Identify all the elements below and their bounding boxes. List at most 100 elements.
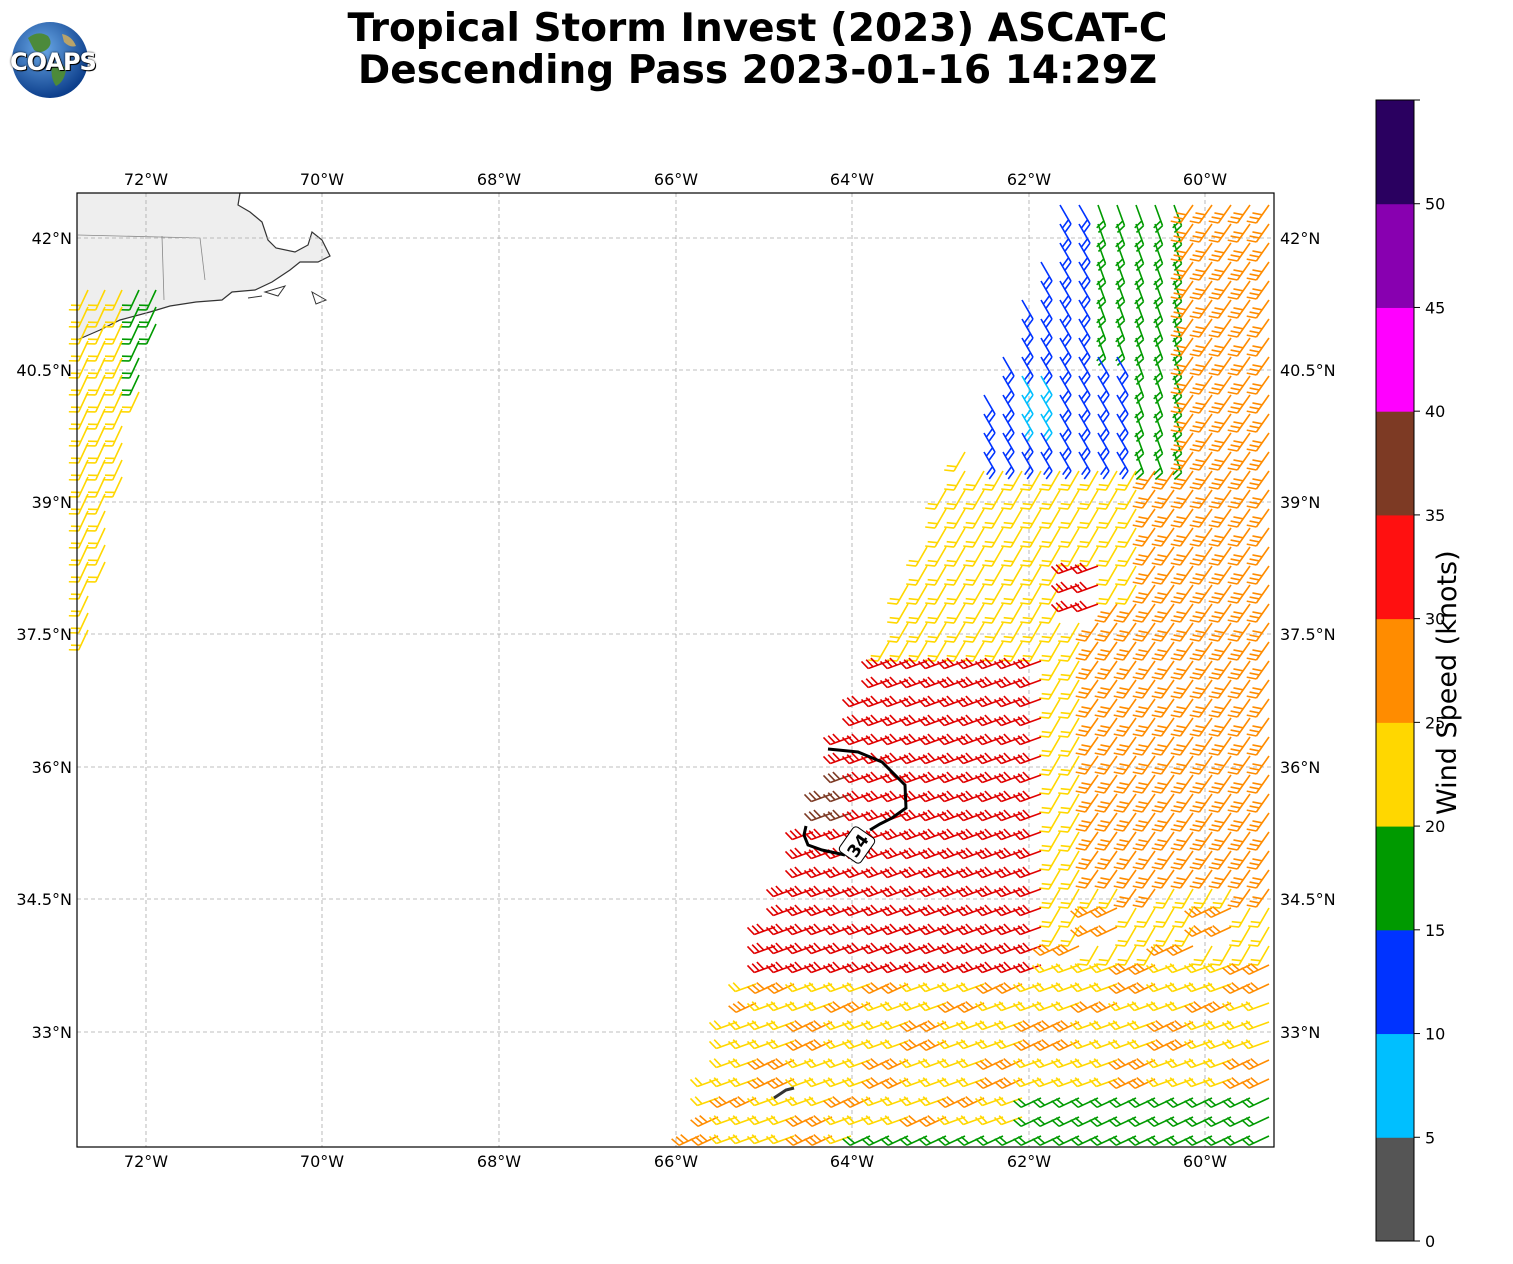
wind-barb [1132,660,1156,680]
wind-barb [1132,489,1156,509]
wind-barb [1012,790,1042,803]
wind-barb [1132,812,1156,832]
wind-barb [766,982,795,995]
wind-barb [974,657,1004,670]
wind-barb [936,790,966,803]
wind-barb [993,714,1023,727]
wind-barb [1058,470,1080,491]
wind-barb [1012,695,1042,708]
wind-barb [917,752,947,765]
wind-barb [1113,679,1137,699]
wind-barb [803,1058,833,1069]
wind-barb [1151,489,1175,509]
colorbar-segment [1376,203,1414,308]
wind-barb [1002,413,1015,442]
colorbar-tick-label: 35 [1425,506,1445,525]
colorbar-tick-label: 0 [1425,1232,1435,1251]
wind-barb [860,904,890,917]
colorbar-tick-label: 30 [1425,610,1445,629]
wind-barb [1115,318,1126,348]
lat-label-left: 37.5°N [16,625,72,644]
wind-barb [955,1039,985,1050]
wind-barb [1151,831,1175,851]
wind-barb [1050,1077,1080,1088]
wind-barb [1170,812,1194,832]
wind-barb [1229,926,1251,947]
wind-barb [1012,1077,1042,1088]
wind-barb [955,923,985,936]
wind-barb [1208,869,1232,889]
wind-barb [898,885,928,898]
wind-barb [955,885,985,898]
wind-barb [1189,242,1213,262]
colorbar-tick-label: 45 [1425,298,1445,317]
wind-barb [974,809,1004,822]
wind-barb [1115,584,1137,605]
wind-barb [1208,280,1232,300]
wind-barb [918,1115,947,1128]
wind-barb [1096,261,1107,291]
wind-barb [1039,698,1061,719]
lat-label-left: 42°N [32,229,72,248]
wind-barb [1227,831,1251,851]
wind-barb [982,603,1004,624]
wind-barb [1096,280,1107,310]
wind-barb [1134,451,1145,481]
wind-barb [1227,850,1251,870]
lon-label-top: 62°W [1007,170,1051,189]
wind-barb [1134,242,1145,272]
wind-barb [1208,755,1232,775]
wind-barb [1170,698,1194,718]
wind-barb [944,508,966,529]
wind-barb [1132,755,1156,775]
wind-barb [765,942,795,955]
wind-barb [1115,337,1126,367]
wind-barb [841,1115,871,1126]
wind-barb [1170,641,1194,661]
wind-barb [936,1077,966,1088]
wind-barb [1039,869,1061,890]
wind-barb [1132,869,1156,889]
wind-barb [1039,660,1061,681]
wind-barb [936,733,966,746]
wind-barb [936,809,966,822]
wind-barb [944,584,966,605]
wind-barb [1069,982,1099,993]
wind-barb [993,961,1023,974]
wind-barb [841,714,871,727]
wind-barb [983,451,996,480]
wind-barb [1021,318,1034,347]
wind-barb [1040,394,1053,423]
wind-barb [1012,885,1042,898]
wind-barb [1227,242,1251,262]
wind-barb [1151,641,1175,661]
wind-barb [1094,641,1118,661]
wind-barb [936,657,966,670]
wind-barb [1002,356,1015,385]
wind-barb [1227,793,1251,813]
wind-barb [1151,755,1175,775]
wind-barb [1227,280,1251,300]
wind-barb [1127,1077,1156,1090]
wind-barb [1020,584,1042,605]
wind-barb [1151,660,1175,680]
wind-barb [963,470,985,491]
wind-barb [841,904,871,917]
wind-barb [1113,888,1137,908]
wind-barb [955,1115,985,1126]
wind-barb [1075,812,1099,832]
wind-barb [1208,660,1232,680]
wind-barb [1134,432,1145,462]
wind-barb [925,622,947,643]
wind-barb [1040,451,1053,480]
wind-barb [822,885,852,898]
wind-barb [1151,869,1175,889]
wind-barb [1164,1077,1194,1088]
wind-barb [1077,489,1099,510]
wind-barb [1170,755,1194,775]
wind-barb [1075,736,1099,756]
wind-barb [963,622,985,643]
wind-barb [1153,337,1164,367]
wind-barb [1134,907,1156,928]
wind-barb [1153,356,1164,386]
